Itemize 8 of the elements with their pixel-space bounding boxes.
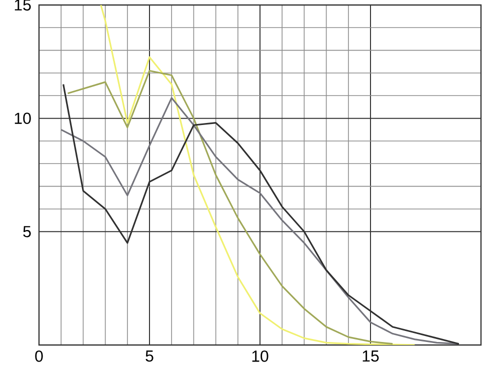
y-tick-label: 10: [14, 112, 31, 124]
x-tick-label: 10: [252, 350, 268, 362]
x-tick-label: 0: [35, 350, 43, 362]
x-tick-label: 15: [362, 350, 379, 362]
line-series: [66, 70, 394, 345]
y-tick-label: 5: [23, 226, 31, 238]
x-tick-label: 5: [146, 350, 154, 362]
line-series: [100, 4, 416, 345]
